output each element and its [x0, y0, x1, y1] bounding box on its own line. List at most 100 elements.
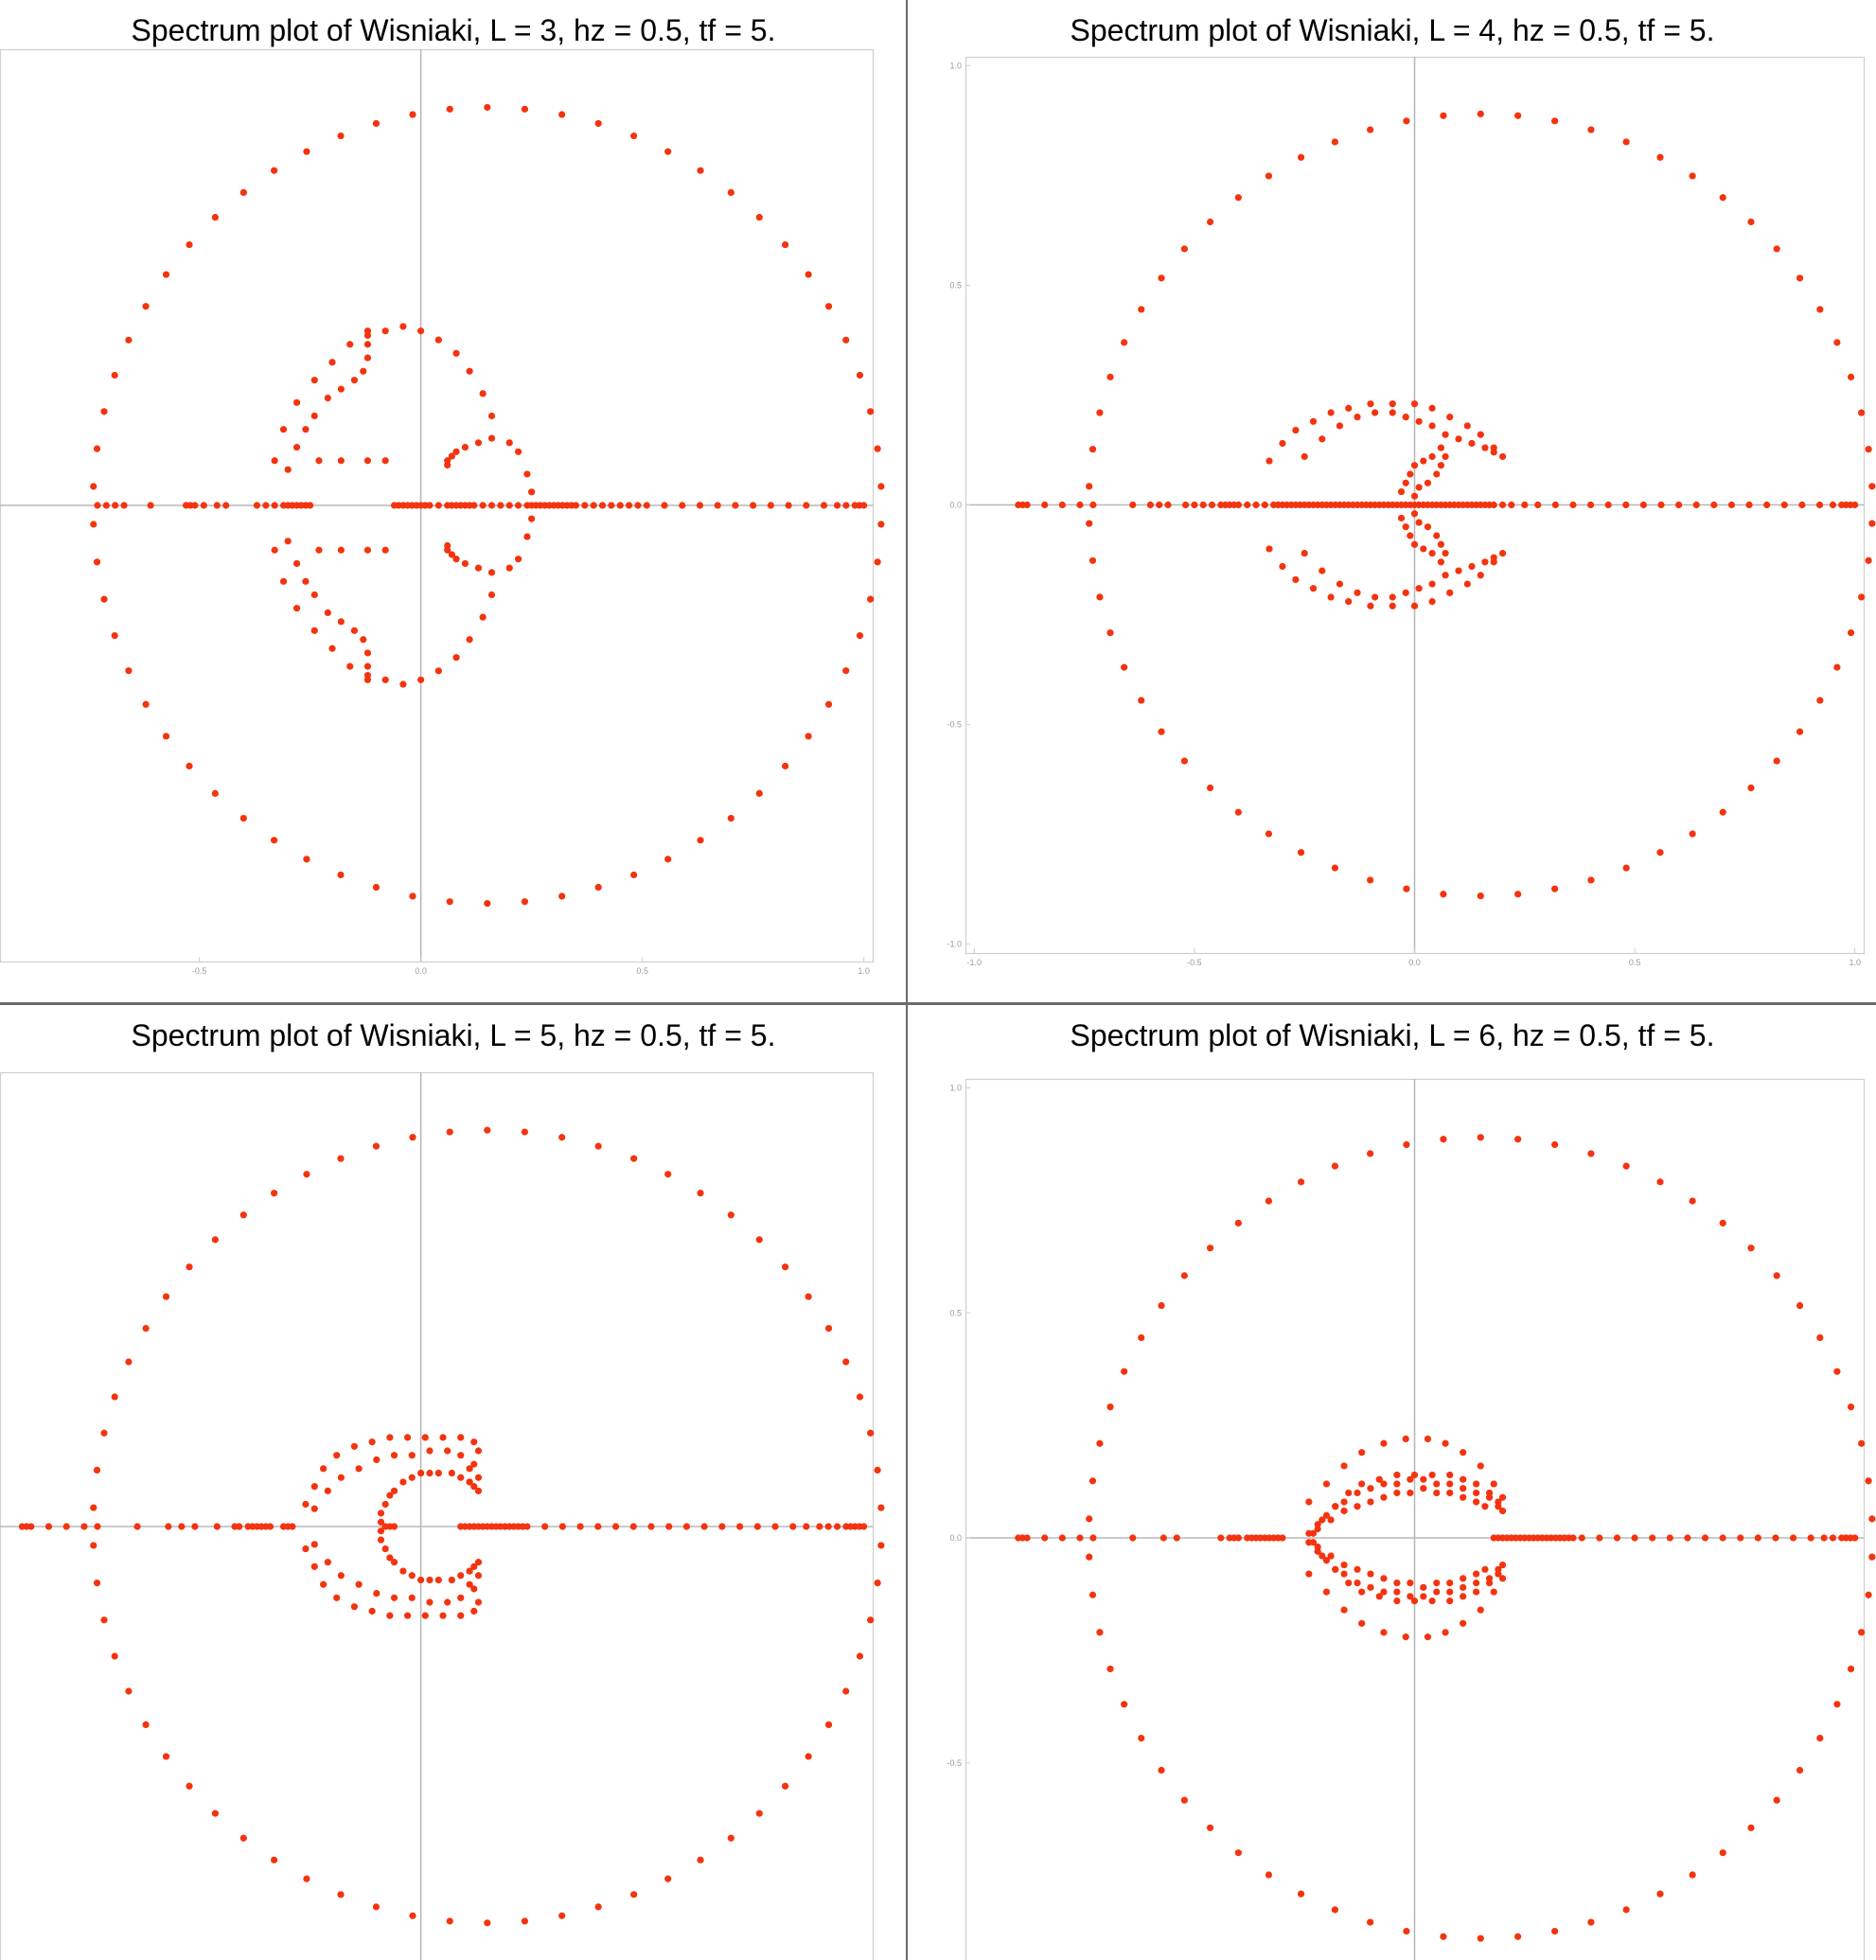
outer-ring-point: [874, 558, 881, 566]
vertical-divider: [906, 0, 908, 1960]
complex-eigenvalue-point: [417, 676, 425, 683]
outer-ring-point: [558, 892, 566, 900]
complex-eigenvalue-point: [1433, 1579, 1441, 1587]
outer-ring-point: [90, 1542, 97, 1549]
complex-eigenvalue-point: [1424, 1435, 1432, 1442]
complex-eigenvalue-point: [377, 1510, 385, 1517]
outer-ring-point: [1138, 1735, 1145, 1742]
real-eigenvalue-point: [191, 1523, 199, 1530]
outer-ring-point: [856, 1393, 864, 1401]
complex-eigenvalue-point: [452, 556, 460, 563]
real-eigenvalue-point: [1684, 1534, 1691, 1542]
complex-eigenvalue-point: [1460, 1593, 1467, 1600]
outer-ring-point: [1121, 1701, 1128, 1708]
complex-eigenvalue-point: [284, 466, 292, 473]
outer-ring-point: [630, 1891, 638, 1898]
outer-ring-point: [1587, 876, 1595, 884]
outer-ring-point: [1514, 1136, 1522, 1143]
complex-eigenvalue-point: [1305, 1570, 1313, 1578]
real-eigenvalue-point: [222, 502, 230, 509]
complex-eigenvalue-point: [1340, 1570, 1348, 1578]
outer-ring-point: [782, 240, 789, 249]
y-tick-label: -1.0: [947, 940, 962, 949]
outer-ring-point: [1868, 520, 1876, 527]
complex-eigenvalue-point: [479, 613, 487, 621]
complex-eigenvalue-point: [320, 1580, 327, 1588]
complex-eigenvalue-point: [381, 676, 389, 683]
complex-eigenvalue-point: [1380, 1588, 1388, 1596]
complex-eigenvalue-point: [399, 1567, 407, 1575]
complex-eigenvalue-point: [381, 1500, 389, 1509]
complex-eigenvalue-point: [470, 1585, 478, 1593]
outer-ring-point: [727, 188, 734, 197]
y-tick-label: 1.0: [949, 1084, 962, 1093]
complex-eigenvalue-point: [1319, 567, 1326, 574]
complex-eigenvalue-point: [1389, 593, 1396, 601]
outer-ring-point: [842, 1687, 850, 1695]
outer-ring-point: [125, 336, 133, 344]
complex-eigenvalue-point: [1410, 492, 1419, 500]
outer-ring-point: [111, 631, 118, 640]
complex-eigenvalue-point: [1473, 1588, 1480, 1596]
complex-eigenvalue-point: [470, 1438, 478, 1446]
outer-ring-point: [1477, 892, 1484, 900]
real-eigenvalue-point: [1041, 1534, 1049, 1542]
real-eigenvalue-point: [753, 1523, 761, 1530]
outer-ring-point: [186, 1263, 193, 1271]
complex-eigenvalue-point: [474, 1572, 483, 1580]
complex-eigenvalue-point: [1393, 1597, 1401, 1605]
complex-eigenvalue-point: [1265, 457, 1273, 465]
outer-ring-point: [1622, 1906, 1630, 1914]
complex-eigenvalue-point: [381, 457, 389, 465]
complex-eigenvalue-point: [457, 1612, 465, 1619]
complex-eigenvalue-point: [1433, 470, 1441, 478]
outer-ring-point: [805, 733, 812, 740]
outer-ring-point: [111, 1652, 118, 1660]
outer-ring-point: [727, 814, 734, 822]
outer-ring-point: [664, 1875, 672, 1882]
real-eigenvalue-point: [94, 502, 101, 509]
outer-ring-point: [1180, 245, 1188, 253]
complex-eigenvalue-point: [399, 323, 407, 330]
complex-eigenvalue-point: [399, 1478, 407, 1486]
outer-ring-point: [755, 214, 763, 221]
real-eigenvalue-point: [497, 502, 504, 509]
complex-eigenvalue-point: [355, 1580, 363, 1588]
outer-ring-point: [1297, 1178, 1305, 1186]
outer-ring-point: [1206, 1824, 1214, 1831]
spectrum-panel-l5: Spectrum plot of Wisniaki, L = 5, hz = 0…: [0, 1005, 907, 1960]
real-eigenvalue-point: [785, 502, 792, 509]
complex-eigenvalue-point: [470, 1460, 478, 1468]
real-eigenvalue-point: [1159, 1534, 1167, 1542]
complex-eigenvalue-point: [1327, 409, 1335, 416]
complex-eigenvalue-point: [1463, 580, 1471, 588]
real-eigenvalue-point: [1604, 501, 1612, 509]
complex-eigenvalue-point: [1322, 1511, 1331, 1519]
complex-eigenvalue-point: [1332, 1503, 1339, 1510]
outer-ring-point: [1551, 1927, 1559, 1935]
outer-ring-point: [867, 595, 875, 603]
outer-ring-point: [1265, 172, 1273, 180]
complex-eigenvalue-point: [1481, 1503, 1489, 1510]
complex-eigenvalue-point: [1389, 602, 1396, 609]
real-eigenvalue-point: [62, 1523, 70, 1530]
outer-ring-point: [186, 240, 193, 249]
complex-eigenvalue-point: [448, 1576, 455, 1584]
complex-eigenvalue-point: [399, 680, 407, 688]
outer-ring-point: [1088, 1477, 1097, 1485]
complex-eigenvalue-point: [1473, 1480, 1480, 1488]
complex-eigenvalue-point: [444, 457, 451, 465]
outer-ring-point: [1796, 1766, 1804, 1775]
real-eigenvalue-point: [541, 1523, 549, 1530]
outer-ring-point: [1367, 1918, 1374, 1926]
outer-ring-point: [1297, 1890, 1305, 1898]
complex-eigenvalue-point: [1372, 593, 1379, 601]
outer-ring-point: [1121, 663, 1128, 671]
outer-ring-point: [1656, 849, 1664, 856]
complex-eigenvalue-point: [302, 1500, 310, 1509]
x-tick-label: 0.5: [1629, 958, 1641, 967]
complex-eigenvalue-point: [292, 398, 301, 406]
outer-ring-point: [1440, 1136, 1447, 1143]
chart-title: Spectrum plot of Wisniaki, L = 5, hz = 0…: [131, 1018, 776, 1052]
outer-ring-point: [1719, 1849, 1726, 1857]
